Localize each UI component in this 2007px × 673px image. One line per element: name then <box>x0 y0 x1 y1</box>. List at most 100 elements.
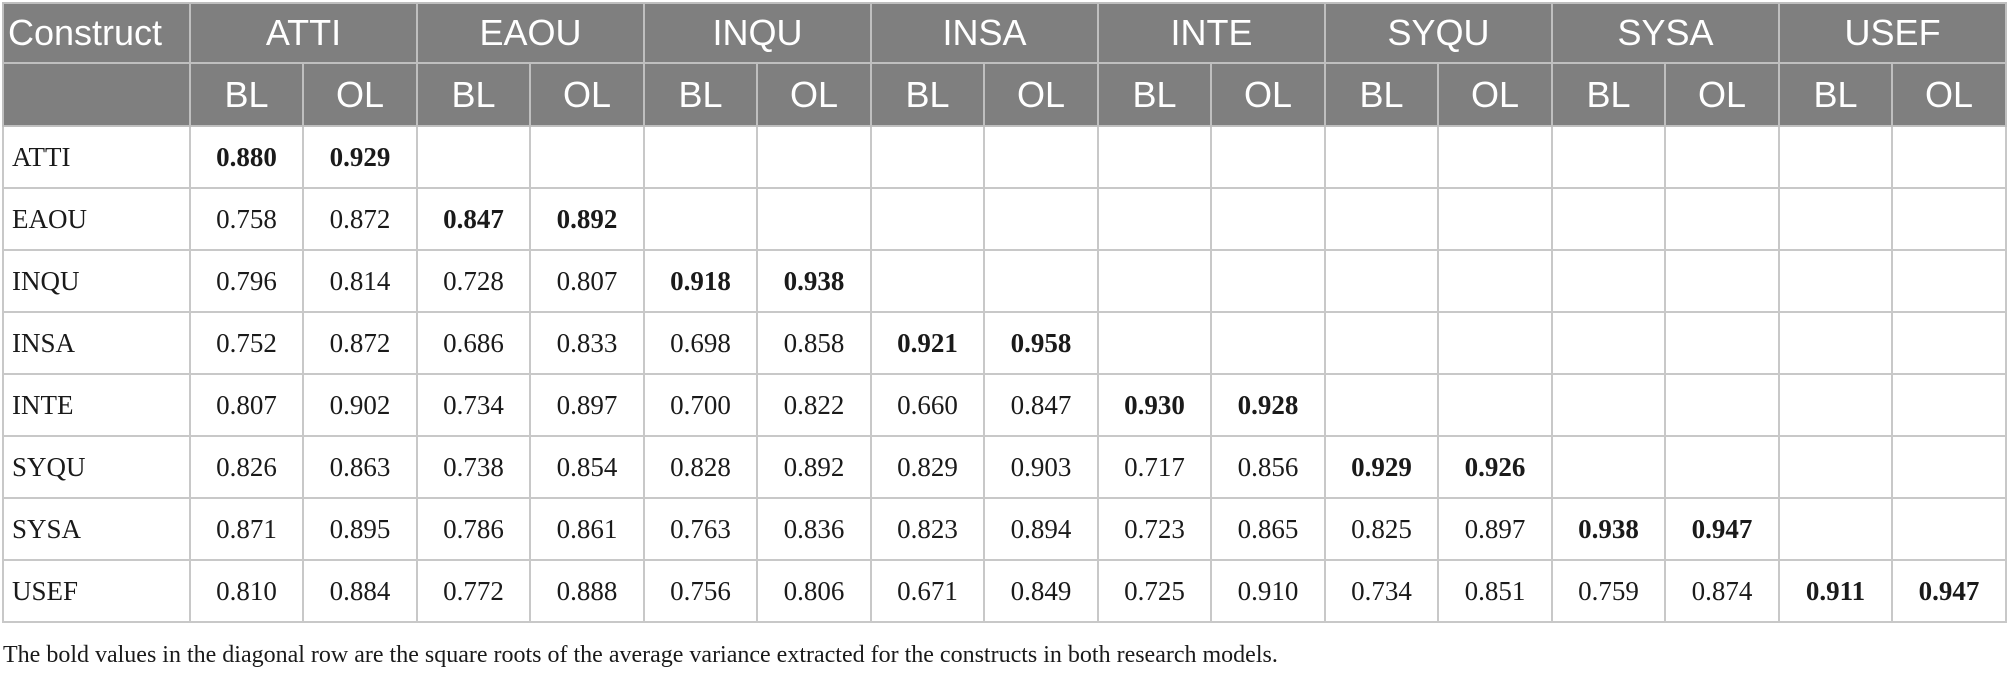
empty-cell <box>1437 249 1554 313</box>
empty-cell <box>1664 435 1781 499</box>
empty-cell <box>756 125 873 189</box>
table-row: INSA 0.752 0.872 0.686 0.833 0.698 0.858 0.921 0… <box>2 311 2007 375</box>
empty-cell <box>1324 373 1440 437</box>
value-cell: 0.894 <box>983 497 1100 561</box>
empty-cell <box>870 125 986 189</box>
empty-cell <box>1891 187 2007 251</box>
value-cell: 0.660 <box>870 373 986 437</box>
construct-header: INSA <box>870 2 1100 64</box>
empty-cell <box>1437 125 1554 189</box>
value-cell: 0.796 <box>189 249 304 313</box>
value-cell: 0.861 <box>529 497 646 561</box>
empty-cell <box>1778 497 1894 561</box>
empty-cell <box>1210 311 1327 375</box>
corner-header-blank <box>2 62 191 127</box>
discriminant-validity-table: Construct ATTI EAOU INQU INSA INTE SYQU … <box>2 2 2007 623</box>
sub-header-ol: OL <box>1437 62 1554 127</box>
table-row: ATTI 0.880 0.929 <box>2 125 2007 189</box>
value-cell: 0.807 <box>529 249 646 313</box>
empty-cell <box>1891 373 2007 437</box>
empty-cell <box>1664 125 1781 189</box>
value-cell: 0.717 <box>1097 435 1213 499</box>
value-cell: 0.911 <box>1778 559 1894 623</box>
empty-cell <box>1324 311 1440 375</box>
row-label: EAOU <box>2 187 191 251</box>
sub-header-ol: OL <box>529 62 646 127</box>
empty-cell <box>1551 311 1667 375</box>
sub-header-bl: BL <box>189 62 304 127</box>
value-cell: 0.698 <box>643 311 759 375</box>
value-cell: 0.903 <box>983 435 1100 499</box>
empty-cell <box>1210 187 1327 251</box>
empty-cell <box>1664 373 1781 437</box>
empty-cell <box>870 187 986 251</box>
value-cell: 0.836 <box>756 497 873 561</box>
empty-cell <box>1778 311 1894 375</box>
empty-cell <box>1891 435 2007 499</box>
value-cell: 0.947 <box>1891 559 2007 623</box>
row-label: INQU <box>2 249 191 313</box>
value-cell: 0.814 <box>301 249 419 313</box>
sub-header-ol: OL <box>1891 62 2007 127</box>
construct-header: INQU <box>643 2 873 64</box>
empty-cell <box>1664 187 1781 251</box>
empty-cell <box>643 125 759 189</box>
value-cell: 0.863 <box>301 435 419 499</box>
table-row: SYSA 0.871 0.895 0.786 0.861 0.763 0.836 0.823 0… <box>2 497 2007 561</box>
value-cell: 0.865 <box>1210 497 1327 561</box>
value-cell: 0.854 <box>529 435 646 499</box>
value-cell: 0.874 <box>1664 559 1781 623</box>
value-cell: 0.725 <box>1097 559 1213 623</box>
header-row-models: BL OL BL OL BL OL BL OL BL OL BL OL BL O… <box>2 62 2007 127</box>
empty-cell <box>529 125 646 189</box>
value-cell: 0.822 <box>756 373 873 437</box>
table-footnote: The bold values in the diagonal row are … <box>3 642 1278 668</box>
value-cell: 0.921 <box>870 311 986 375</box>
value-cell: 0.926 <box>1437 435 1554 499</box>
value-cell: 0.833 <box>529 311 646 375</box>
construct-header: ATTI <box>188 2 419 64</box>
empty-cell <box>1778 125 1894 189</box>
value-cell: 0.928 <box>1210 373 1327 437</box>
value-cell: 0.823 <box>870 497 986 561</box>
table-row: USEF 0.810 0.884 0.772 0.888 0.756 0.806 0.671 0… <box>2 559 2007 623</box>
sub-header-ol: OL <box>1664 62 1781 127</box>
empty-cell <box>1097 311 1213 375</box>
empty-cell <box>983 187 1100 251</box>
value-cell: 0.872 <box>301 187 419 251</box>
value-cell: 0.772 <box>416 559 532 623</box>
empty-cell <box>643 187 759 251</box>
table-row: INTE 0.807 0.902 0.734 0.897 0.700 0.822 0.660 0… <box>2 373 2007 437</box>
value-cell: 0.807 <box>189 373 304 437</box>
empty-cell <box>870 249 986 313</box>
value-cell: 0.856 <box>1210 435 1327 499</box>
corner-header: Construct <box>2 2 191 64</box>
value-cell: 0.671 <box>870 559 986 623</box>
value-cell: 0.723 <box>1097 497 1213 561</box>
row-label: SYQU <box>2 435 191 499</box>
value-cell: 0.825 <box>1324 497 1440 561</box>
value-cell: 0.734 <box>416 373 532 437</box>
value-cell: 0.897 <box>1437 497 1554 561</box>
empty-cell <box>1891 125 2007 189</box>
empty-cell <box>416 125 532 189</box>
value-cell: 0.871 <box>189 497 304 561</box>
empty-cell <box>756 187 873 251</box>
value-cell: 0.884 <box>301 559 419 623</box>
sub-header-bl: BL <box>416 62 532 127</box>
value-cell: 0.910 <box>1210 559 1327 623</box>
sub-header-bl: BL <box>1551 62 1667 127</box>
value-cell: 0.734 <box>1324 559 1440 623</box>
construct-header: SYQU <box>1324 2 1554 64</box>
table-body: ATTI 0.880 0.929 EAOU 0.758 0.872 0.847 0.892 IN… <box>2 125 2007 623</box>
row-label: USEF <box>2 559 191 623</box>
empty-cell <box>1097 249 1213 313</box>
empty-cell <box>983 125 1100 189</box>
value-cell: 0.847 <box>983 373 1100 437</box>
sub-header-bl: BL <box>1778 62 1894 127</box>
value-cell: 0.758 <box>189 187 304 251</box>
row-label: ATTI <box>2 125 191 189</box>
value-cell: 0.888 <box>529 559 646 623</box>
value-cell: 0.930 <box>1097 373 1213 437</box>
row-label: SYSA <box>2 497 191 561</box>
